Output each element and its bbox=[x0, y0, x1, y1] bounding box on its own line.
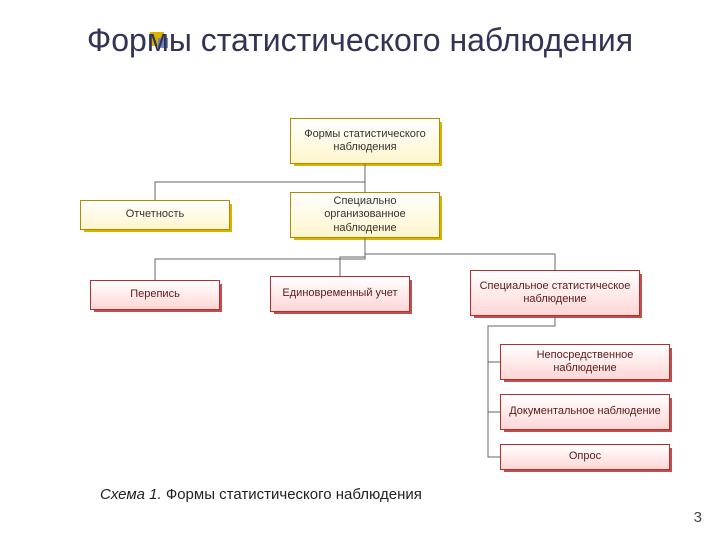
node-leaf1: Перепись bbox=[90, 280, 220, 310]
node-sub2: Документальное наблюдение bbox=[500, 394, 670, 430]
node-root: Формы статистического наблюдения bbox=[290, 118, 440, 164]
page-number: 3 bbox=[694, 509, 702, 526]
slide-title: Формы статистического наблюдения bbox=[0, 22, 720, 59]
node-leaf2: Единовременный учет bbox=[270, 276, 410, 312]
caption-prefix: Схема 1. bbox=[100, 486, 162, 503]
node-sub1: Непосредственное наблюдение bbox=[500, 344, 670, 380]
caption-text: Формы статистического наблюдения bbox=[166, 486, 422, 503]
node-leaf3: Специальное статистическое наблюдение bbox=[470, 270, 640, 316]
caption: Схема 1. Формы статистического наблюдени… bbox=[100, 486, 422, 503]
node-center: Специально организованное наблюдение bbox=[290, 192, 440, 238]
node-left: Отчетность bbox=[80, 200, 230, 230]
node-sub3: Опрос bbox=[500, 444, 670, 470]
